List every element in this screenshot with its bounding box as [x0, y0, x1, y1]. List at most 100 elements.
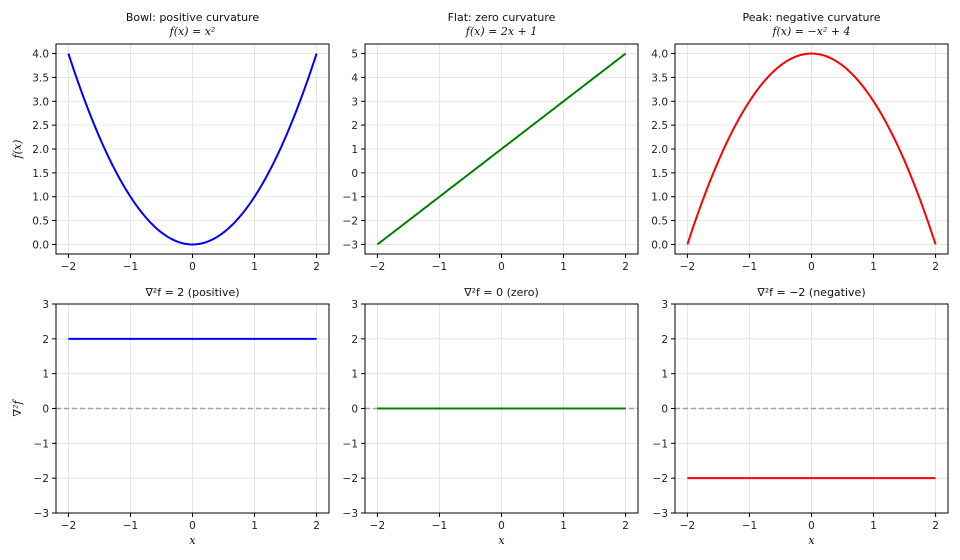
y-tick-label: 3 [42, 299, 49, 311]
y-tick-label: 2.0 [651, 144, 668, 156]
x-tick-label: −1 [432, 261, 447, 273]
x-tick-label: −1 [123, 520, 138, 532]
x-tick-label: 0 [189, 520, 196, 532]
x-tick-label: 0 [808, 520, 815, 532]
y-tick-label: 3 [351, 299, 358, 311]
subplot-title: ∇²f = 0 (zero) [463, 286, 538, 299]
y-tick-label: 2 [661, 334, 668, 346]
y-tick-label: 0 [351, 168, 358, 180]
y-tick-label: 2 [351, 334, 358, 346]
y-tick-label: 1.5 [32, 168, 49, 180]
data-line [376, 52, 627, 246]
y-tick-label: 3 [351, 96, 358, 108]
x-tick-label: 2 [622, 520, 629, 532]
y-tick-label: 1 [351, 369, 358, 381]
y-tick-label: 0 [351, 404, 358, 416]
subplot-title: ∇²f = 2 (positive) [144, 286, 239, 299]
x-tick-label: 1 [560, 520, 567, 532]
y-tick-label: −2 [343, 216, 358, 228]
subplot-title: Bowl: positive curvature [126, 11, 260, 24]
x-tick-label: −1 [742, 520, 757, 532]
subplot-bottom-right: −2 −1 0 1 2 −3 −2 −1 0 1 2 3 ∇²f = −2 (negative) x [653, 286, 949, 547]
subplot-bottom-middle: −2 −1 0 1 2 −3 −2 −1 0 1 2 3 ∇²f = 0 (zero) x [343, 286, 639, 547]
x-axis-label: x [189, 534, 196, 547]
x-tick-label: −1 [742, 261, 757, 273]
x-axis-label: x [498, 534, 505, 547]
y-tick-label: −2 [343, 473, 358, 485]
y-tick-label: 2 [42, 334, 49, 346]
x-tick-label: −1 [432, 520, 447, 532]
y-axis-label: f(x) [11, 140, 24, 160]
y-tick-label: 0 [42, 404, 49, 416]
x-tick-label: 0 [498, 261, 505, 273]
y-tick-label: 2 [351, 120, 358, 132]
y-tick-label: −2 [34, 473, 49, 485]
y-tick-label: −1 [653, 438, 668, 450]
x-tick-label: 1 [870, 261, 877, 273]
subplot-top-right: −2 −1 0 1 2 0.0 0.5 1.0 1.5 2.0 2.5 3.0 3.5 4.0 Peak: … [651, 11, 949, 273]
y-tick-label: 3.0 [651, 96, 668, 108]
y-tick-label: −2 [653, 473, 668, 485]
y-tick-label: 0.0 [32, 239, 49, 251]
x-tick-label: 1 [560, 261, 567, 273]
x-tick-label: 1 [870, 520, 877, 532]
y-tick-label: 1.5 [651, 168, 668, 180]
y-tick-label: 0.5 [32, 216, 49, 228]
data-line [67, 53, 318, 246]
x-tick-label: 2 [932, 520, 939, 532]
y-tick-label: 2.0 [32, 144, 49, 156]
x-tick-label: −2 [61, 261, 76, 273]
y-tick-label: −3 [34, 508, 49, 520]
subplot-title: ∇²f = −2 (negative) [756, 286, 865, 299]
subplot-subtitle-formula: f(x) = −x² + 4 [771, 25, 850, 38]
y-tick-label: −1 [343, 192, 358, 204]
x-tick-label: 2 [313, 261, 320, 273]
y-tick-label: −1 [343, 438, 358, 450]
subplot-title: Flat: zero curvature [448, 11, 556, 24]
y-tick-label: 1.0 [32, 192, 49, 204]
y-axis-label: ∇²f [11, 398, 24, 416]
x-tick-label: 2 [932, 261, 939, 273]
x-tick-label: −2 [61, 520, 76, 532]
x-tick-label: 0 [189, 261, 196, 273]
y-tick-label: 3.0 [32, 96, 49, 108]
x-tick-label: 0 [498, 520, 505, 532]
y-tick-label: 3.5 [32, 72, 49, 84]
y-tick-label: 4.0 [651, 49, 668, 61]
x-tick-label: 1 [251, 520, 258, 532]
subplot-top-middle: −2 −1 0 1 2 −3 −2 −1 0 1 2 3 4 5 Flat: zero curvaturef… [343, 11, 639, 273]
y-tick-label: −3 [653, 508, 668, 520]
x-tick-label: −2 [680, 520, 695, 532]
subplot-subtitle-formula: f(x) = x² [169, 25, 216, 38]
x-tick-label: 1 [251, 261, 258, 273]
y-tick-label: −1 [34, 438, 49, 450]
data-line [686, 52, 937, 245]
y-tick-label: 3.5 [651, 72, 668, 84]
x-tick-label: −2 [680, 261, 695, 273]
y-tick-label: 0.5 [651, 216, 668, 228]
y-tick-label: 4.0 [32, 49, 49, 61]
x-tick-label: 2 [622, 261, 629, 273]
x-tick-label: −1 [123, 261, 138, 273]
x-tick-label: −2 [370, 520, 385, 532]
subplot-subtitle-formula: f(x) = 2x + 1 [465, 25, 537, 38]
y-tick-label: 1 [42, 369, 49, 381]
x-tick-label: 2 [313, 520, 320, 532]
y-tick-label: 1.0 [651, 192, 668, 204]
y-tick-label: 0.0 [651, 239, 668, 251]
y-tick-label: 2.5 [651, 120, 668, 132]
y-tick-label: −3 [343, 239, 358, 251]
y-tick-label: 2.5 [32, 120, 49, 132]
y-tick-label: 4 [351, 72, 358, 84]
y-tick-label: 1 [351, 144, 358, 156]
subplot-top-left: −2 −1 0 1 2 0.0 0.5 1.0 1.5 2.0 2.5 3.0 3.5 4.0 Bowl: … [11, 11, 330, 273]
y-tick-label: 5 [351, 49, 358, 61]
x-tick-label: −2 [370, 261, 385, 273]
y-tick-label: −3 [343, 508, 358, 520]
y-tick-label: 1 [661, 369, 668, 381]
subplot-bottom-left: −2 −1 0 1 2 −3 −2 −1 0 1 2 3 ∇²f = 2 (positive) x ∇²f [11, 286, 330, 547]
x-axis-label: x [808, 534, 815, 547]
subplot-title: Peak: negative curvature [742, 11, 880, 24]
y-tick-label: 0 [661, 404, 668, 416]
